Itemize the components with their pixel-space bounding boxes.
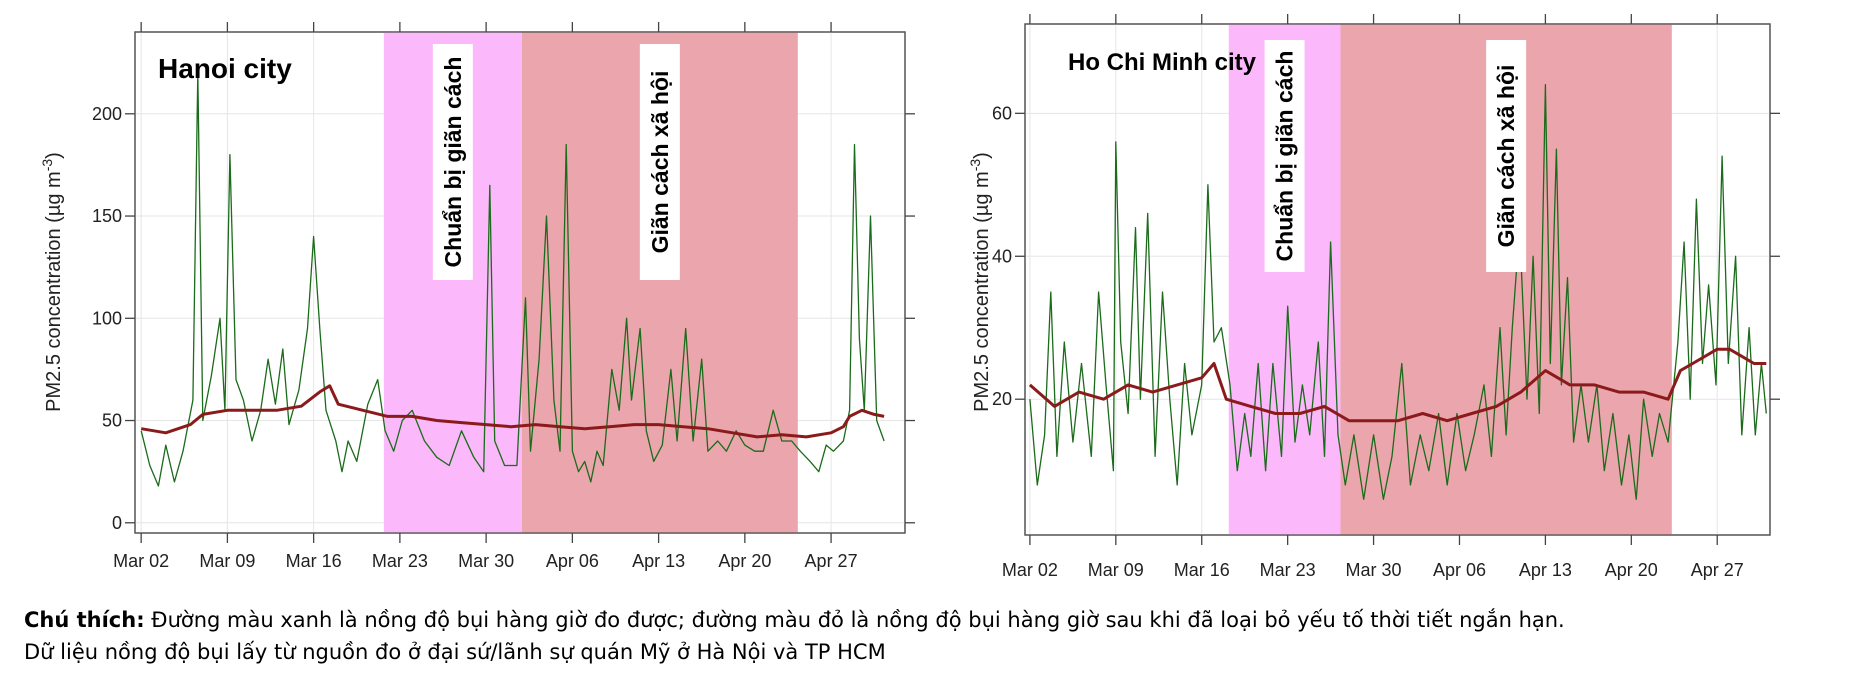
hcm-x-ticks: Mar 02 Mar 09 Mar 16 Mar 23 Mar 30 Apr 06 Apr … [1002, 14, 1744, 580]
x-tick-label: Mar 30 [458, 551, 514, 571]
hcm-weather-normalized-series-line [1028, 347, 1767, 423]
hcm-series [1028, 84, 1767, 500]
hcm-plot-border [1024, 23, 1771, 536]
x-tick-label: Mar 09 [1088, 560, 1144, 580]
band-label: Chuẩn bị giãn cách [440, 57, 466, 268]
y-tick-label: 60 [992, 103, 1012, 123]
y-tick-label: 200 [92, 104, 122, 124]
y-tick-label: 100 [92, 308, 122, 328]
caption-note-label: Chú thích: [24, 608, 145, 632]
x-tick-label: Mar 16 [1174, 560, 1230, 580]
y-tick-label: 40 [992, 246, 1012, 266]
x-tick-label: Mar 23 [1260, 560, 1316, 580]
caption-note-line: Chú thích: Đường màu xanh là nồng độ bụi… [24, 604, 1834, 636]
band-label-box [432, 44, 473, 280]
x-tick-label: Mar 23 [372, 551, 428, 571]
hcm-y-ticks: 20 40 60 [992, 103, 1780, 409]
y-tick-label: 50 [102, 411, 122, 431]
x-tick-label: Mar 02 [1002, 560, 1058, 580]
hanoi-series [140, 72, 885, 487]
hcm-band-labels: Chuẩn bị giãn cách Giãn cách xã hội [1264, 40, 1527, 272]
band-label-box [1264, 40, 1305, 272]
x-tick-label: Apr 27 [805, 551, 858, 571]
figure-caption: Chú thích: Đường màu xanh là nồng độ bụi… [24, 604, 1834, 668]
x-tick-label: Apr 20 [718, 551, 771, 571]
x-tick-label: Mar 02 [113, 551, 169, 571]
x-tick-label: Apr 06 [1433, 560, 1486, 580]
x-tick-label: Apr 13 [1519, 560, 1572, 580]
hcm-pm25-chart: 20 40 60 Mar 02 Mar 09 Mar 16 Mar 23 Mar 30 Apr… [967, 14, 1780, 580]
y-tick-label: 20 [992, 389, 1012, 409]
hanoi-weather-normalized-series-line [140, 384, 885, 439]
band-label-box [639, 44, 680, 280]
y-tick-label: 150 [92, 206, 122, 226]
hanoi-chart-title: Hanoi city [158, 53, 292, 84]
band-label: Chuẩn bị giãn cách [1272, 51, 1298, 262]
hanoi-x-ticks: Mar 02 Mar 09 Mar 16 Mar 23 Mar 30 Apr 06 Apr … [113, 22, 858, 571]
hcm-period-bands [1228, 24, 1672, 535]
caption-note-text: Đường màu xanh là nồng độ bụi hàng giờ đ… [151, 608, 1565, 632]
x-tick-label: Apr 20 [1605, 560, 1658, 580]
hanoi-band-labels: Chuẩn bị giãn cách Giãn cách xã hội [432, 44, 680, 280]
caption-source-line: Dữ liệu nồng độ bụi lấy từ nguồn đo ở đạ… [24, 640, 886, 664]
band-label: Giãn cách xã hội [1493, 65, 1519, 248]
hanoi-y-axis-label: PM2.5 concentration (µg m-3) [39, 152, 65, 412]
hcm-chart-title: Ho Chi Minh city [1068, 49, 1257, 76]
hanoi-plot-border [134, 31, 906, 534]
hcm-measured-series-line [1029, 84, 1767, 500]
x-tick-label: Mar 16 [286, 551, 342, 571]
band-label: Giãn cách xã hội [647, 71, 673, 254]
y-tick-label: 0 [112, 513, 122, 533]
x-tick-label: Mar 30 [1346, 560, 1402, 580]
x-tick-label: Apr 06 [546, 551, 599, 571]
band-label-box [1486, 40, 1527, 272]
x-tick-label: Mar 09 [199, 551, 255, 571]
x-tick-label: Apr 27 [1691, 560, 1744, 580]
hanoi-y-ticks: 0 50 100 150 200 [92, 104, 915, 533]
x-tick-label: Apr 13 [632, 551, 685, 571]
hcm-y-axis-label: PM2.5 concentration (µg m-3) [967, 152, 993, 412]
